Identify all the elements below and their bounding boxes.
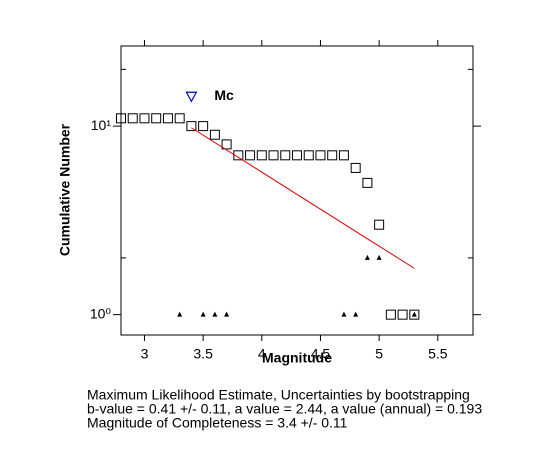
cumulative-marker xyxy=(174,113,185,124)
cumulative-marker xyxy=(397,309,408,320)
cumulative-marker xyxy=(303,150,314,161)
count-marker xyxy=(200,311,206,317)
mc-marker xyxy=(185,91,198,103)
cumulative-marker xyxy=(116,113,126,124)
fit-line xyxy=(191,127,415,269)
cumulative-marker xyxy=(292,150,302,161)
x-tick-label: 4 xyxy=(258,346,266,362)
cumulative-marker xyxy=(209,129,220,140)
cumulative-marker xyxy=(327,150,338,161)
count-marker xyxy=(224,311,230,317)
x-axis-label: Magnitude xyxy=(262,350,332,366)
cumulative-marker xyxy=(385,309,396,320)
count-marker xyxy=(376,254,382,260)
x-tick-label: 5 xyxy=(375,346,383,362)
cumulative-marker xyxy=(315,150,326,161)
y-tick-label: 10¹ xyxy=(91,117,112,133)
cumulative-marker xyxy=(233,150,244,161)
x-tick-label: 3.5 xyxy=(193,346,213,362)
cumulative-marker xyxy=(162,113,173,124)
caption-line: Maximum Likelihood Estimate, Uncertainti… xyxy=(87,387,470,403)
count-marker xyxy=(364,254,370,260)
cumulative-marker xyxy=(374,219,385,230)
count-marker xyxy=(411,311,417,317)
caption-line: Magnitude of Completeness = 3.4 +/- 0.11 xyxy=(87,415,348,431)
y-tick-label: 10⁰ xyxy=(90,305,112,321)
x-tick-label: 4.5 xyxy=(311,346,331,362)
cumulative-marker xyxy=(186,121,197,132)
cumulative-marker xyxy=(338,150,349,161)
caption-line: b-value = 0.41 +/- 0.11, a value = 2.44,… xyxy=(87,401,482,417)
cumulative-marker xyxy=(139,113,150,124)
count-marker xyxy=(177,311,183,317)
cumulative-marker xyxy=(127,113,138,124)
cumulative-marker xyxy=(409,309,420,320)
x-tick-label: 5.5 xyxy=(428,346,448,362)
y-axis-label: Cumulative Number xyxy=(57,123,73,256)
x-tick-label: 3 xyxy=(141,346,149,362)
cumulative-marker xyxy=(268,150,279,161)
cumulative-marker xyxy=(362,177,373,188)
cumulative-marker xyxy=(151,113,162,124)
cumulative-marker xyxy=(350,162,361,173)
mc-label: Mc xyxy=(214,87,234,103)
count-marker xyxy=(353,311,359,317)
count-marker xyxy=(212,311,218,317)
plot-frame xyxy=(120,45,474,336)
cumulative-marker xyxy=(221,139,232,150)
count-marker xyxy=(341,311,347,317)
cumulative-marker xyxy=(198,121,209,132)
cumulative-marker xyxy=(245,150,256,161)
cumulative-marker xyxy=(280,150,291,161)
cumulative-marker xyxy=(256,150,267,161)
